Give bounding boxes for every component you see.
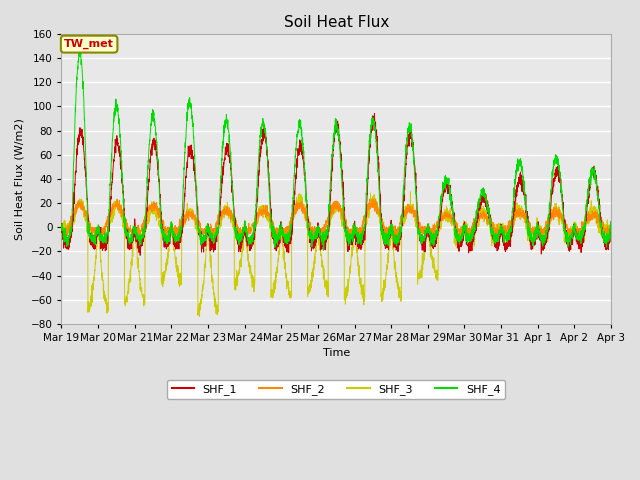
SHF_4 — [411, 173, 419, 179]
SHF_1 — [346, 247, 353, 252]
SHF_4 — [435, 214, 443, 219]
SHF_2 — [346, 228, 353, 234]
SHF_4 — [303, 194, 310, 200]
SHF_3 — [58, 224, 65, 230]
SHF_4 — [58, 225, 65, 231]
X-axis label: Time: Time — [323, 348, 350, 359]
SHF_4 — [346, 234, 353, 240]
SHF_3 — [607, 222, 615, 228]
SHF_2 — [298, 203, 305, 209]
Line: SHF_1: SHF_1 — [61, 113, 611, 255]
Title: Soil Heat Flux: Soil Heat Flux — [284, 15, 389, 30]
SHF_4 — [298, 126, 305, 132]
SHF_3 — [346, 276, 353, 281]
SHF_3 — [303, 218, 310, 224]
Legend: SHF_1, SHF_2, SHF_3, SHF_4: SHF_1, SHF_2, SHF_3, SHF_4 — [167, 380, 506, 399]
SHF_3 — [435, 216, 443, 222]
SHF_4 — [76, 45, 83, 51]
SHF_3 — [196, 313, 204, 319]
SHF_4 — [320, 248, 328, 253]
Line: SHF_2: SHF_2 — [61, 199, 611, 239]
SHF_2 — [435, 216, 443, 222]
SHF_3 — [298, 200, 305, 205]
SHF_1 — [607, 219, 615, 225]
SHF_1 — [303, 191, 310, 197]
SHF_2 — [369, 196, 376, 202]
Line: SHF_3: SHF_3 — [61, 192, 611, 316]
Text: TW_met: TW_met — [64, 39, 114, 49]
SHF_2 — [127, 229, 135, 235]
SHF_1 — [58, 223, 65, 229]
SHF_3 — [406, 189, 414, 194]
SHF_2 — [58, 231, 65, 237]
SHF_2 — [303, 209, 310, 215]
SHF_4 — [607, 222, 615, 228]
Y-axis label: Soil Heat Flux (W/m2): Soil Heat Flux (W/m2) — [15, 118, 25, 240]
SHF_4 — [128, 239, 136, 245]
SHF_1 — [371, 110, 378, 116]
SHF_2 — [607, 228, 615, 234]
SHF_3 — [411, 216, 419, 221]
Line: SHF_4: SHF_4 — [61, 48, 611, 251]
SHF_2 — [134, 236, 142, 242]
SHF_2 — [411, 213, 419, 219]
SHF_3 — [127, 255, 135, 261]
SHF_1 — [298, 146, 305, 152]
SHF_1 — [127, 237, 135, 242]
SHF_1 — [411, 165, 419, 171]
SHF_1 — [435, 224, 443, 230]
SHF_1 — [136, 252, 144, 258]
